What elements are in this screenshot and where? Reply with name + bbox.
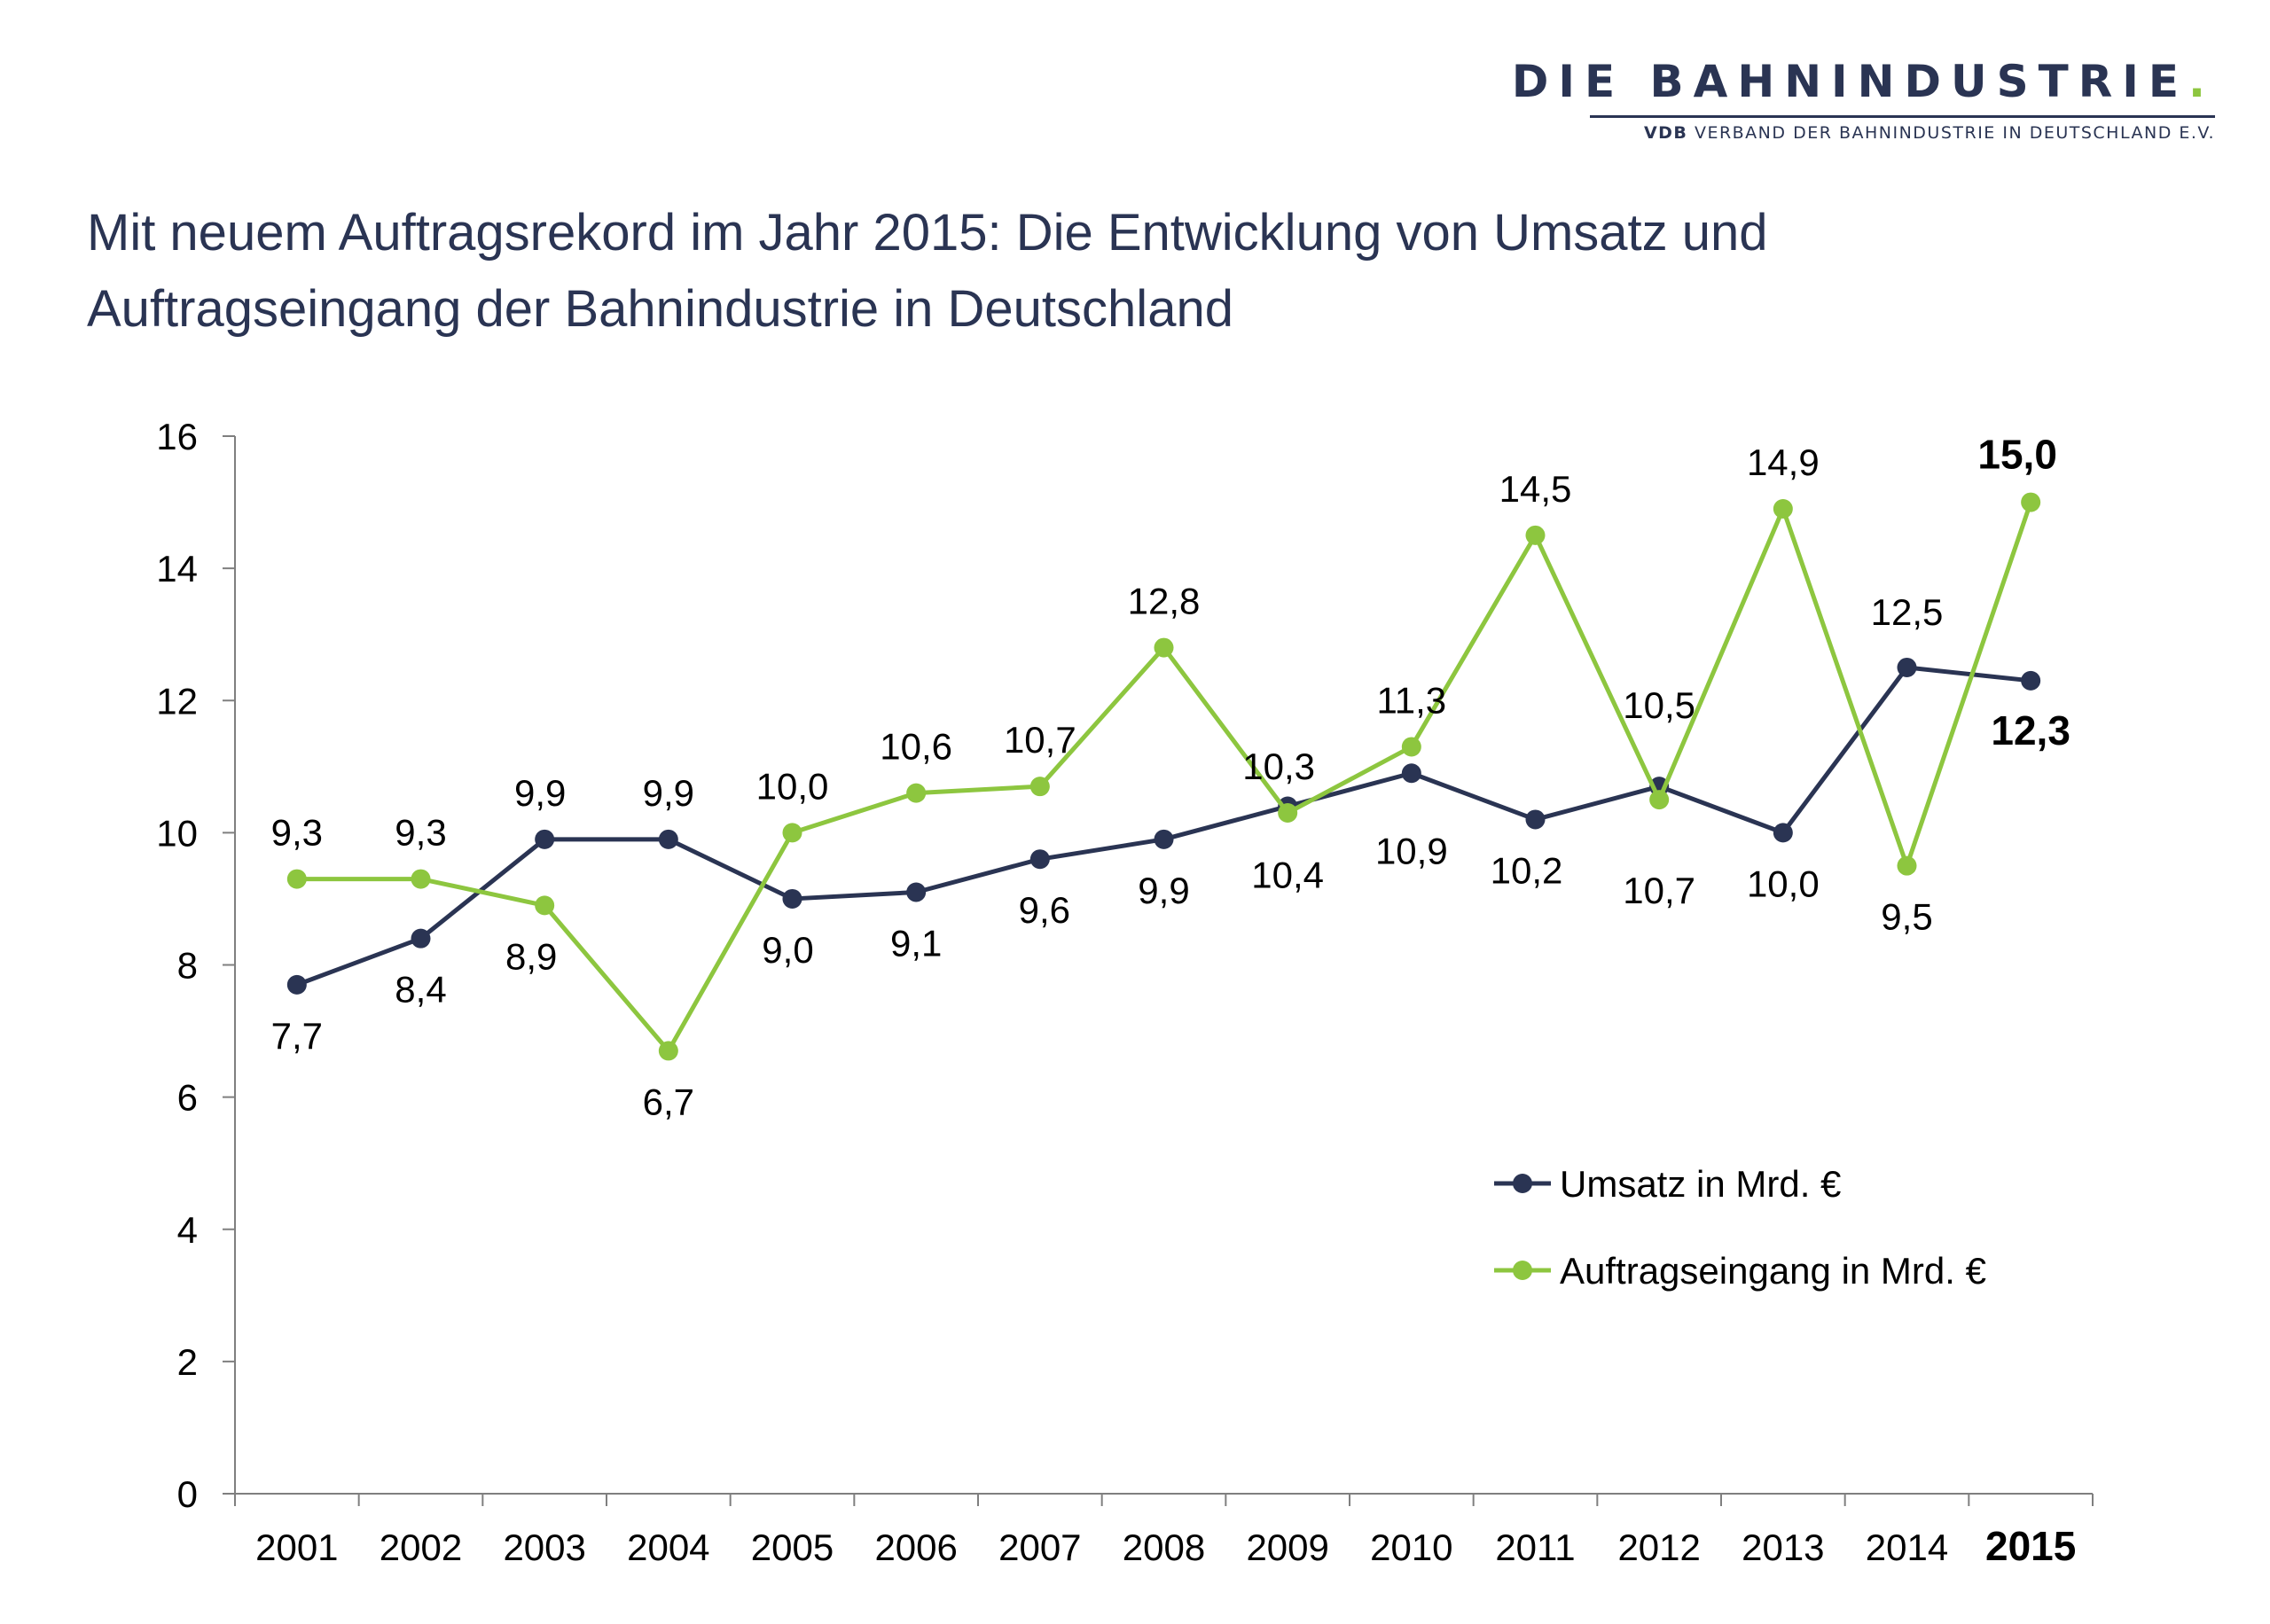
brand-dot: . <box>2188 56 2215 107</box>
legend-item: Umsatz in Mrd. € <box>1494 1163 1841 1205</box>
data-point <box>1401 737 1421 757</box>
x-tick-label: 2011 <box>1495 1526 1575 1568</box>
data-point <box>1773 823 1793 843</box>
data-point <box>782 823 802 843</box>
data-label: 9,6 <box>1019 889 1070 931</box>
x-tick-label: 2004 <box>627 1526 709 1568</box>
legend-marker <box>1513 1261 1532 1280</box>
data-label: 10,6 <box>880 726 952 768</box>
data-label: 12,8 <box>1128 581 1201 622</box>
data-label: 12,5 <box>1871 591 1944 633</box>
data-point <box>1401 763 1421 784</box>
brand-rule <box>1590 115 2215 118</box>
data-label: 9,9 <box>514 772 566 814</box>
data-point <box>906 783 927 803</box>
data-label: 9,3 <box>395 812 446 854</box>
page-title: Mit neuem Auftragsrekord im Jahr 2015: D… <box>87 195 2038 347</box>
y-tick-label: 0 <box>177 1473 198 1515</box>
brand-subtitle: VDB VERBAND DER BAHNINDUSTRIE IN DEUTSCH… <box>1643 123 2215 143</box>
x-tick-label: 2012 <box>1617 1526 1700 1568</box>
data-point <box>1278 803 1298 824</box>
data-label: 10,4 <box>1251 855 1324 896</box>
data-point <box>411 928 431 949</box>
data-label: 12,3 <box>1991 707 2070 753</box>
x-tick-label: 2001 <box>255 1526 338 1568</box>
legend-marker <box>1513 1174 1532 1193</box>
y-tick-label: 12 <box>156 680 198 722</box>
data-label: 10,5 <box>1623 684 1695 726</box>
data-point <box>658 829 678 849</box>
data-point <box>1525 809 1546 830</box>
brand-logo: DIE BAHNINDUSTRIE. VDB VERBAND DER BAHNI… <box>1512 55 2215 143</box>
data-point <box>1029 777 1050 797</box>
data-point <box>535 895 555 916</box>
y-tick-label: 6 <box>177 1077 198 1119</box>
data-point <box>1029 849 1050 870</box>
y-tick-label: 2 <box>177 1341 198 1383</box>
x-tick-label: 2008 <box>1123 1526 1205 1568</box>
x-tick-label: 2014 <box>1866 1526 1948 1568</box>
data-point <box>1154 829 1174 849</box>
y-tick-label: 16 <box>156 416 198 457</box>
data-label: 10,7 <box>1623 870 1695 911</box>
x-tick-label: 2002 <box>380 1526 462 1568</box>
data-label: 10,0 <box>756 765 829 807</box>
data-label: 7,7 <box>271 1015 323 1057</box>
data-label: 10,3 <box>1242 746 1315 787</box>
data-point <box>1897 657 1917 677</box>
data-point <box>411 869 431 889</box>
y-tick-label: 4 <box>177 1209 198 1251</box>
data-point <box>2021 492 2041 512</box>
data-label: 10,9 <box>1375 830 1448 871</box>
y-tick-label: 10 <box>156 812 198 854</box>
title-line-2: Auftragseingang der Bahnindustrie in Deu… <box>87 280 1233 338</box>
data-point <box>1773 499 1793 519</box>
data-label: 9,9 <box>643 772 694 814</box>
legend-label: Auftragseingang in Mrd. € <box>1560 1250 1986 1292</box>
data-point <box>1525 525 1546 545</box>
brand-name: DIE BAHNINDUSTRIE. <box>1511 56 2215 107</box>
data-label: 8,4 <box>395 969 446 1011</box>
x-tick-label: 2010 <box>1370 1526 1452 1568</box>
legend-item: Auftragseingang in Mrd. € <box>1494 1250 1986 1292</box>
data-point <box>906 882 927 902</box>
series-auftragseingang <box>286 492 2041 1061</box>
x-tick-label: 2009 <box>1246 1526 1328 1568</box>
data-point <box>286 869 307 889</box>
data-point <box>1897 855 1917 876</box>
y-tick-label: 14 <box>156 548 198 589</box>
legend-label: Umsatz in Mrd. € <box>1560 1163 1841 1205</box>
x-tick-label: 2015 <box>1985 1523 2076 1569</box>
x-tick-label: 2006 <box>874 1526 957 1568</box>
data-point <box>535 829 555 849</box>
data-label: 9,1 <box>890 922 942 964</box>
data-label: 10,0 <box>1747 863 1820 904</box>
data-label: 9,0 <box>762 929 813 971</box>
title-line-1: Mit neuem Auftragsrekord im Jahr 2015: D… <box>87 204 1768 262</box>
data-point <box>1154 637 1174 658</box>
data-label: 14,5 <box>1499 468 1572 510</box>
data-label: 9,5 <box>1881 896 1932 938</box>
x-tick-label: 2005 <box>751 1526 834 1568</box>
data-point <box>1649 790 1670 810</box>
data-label: 14,9 <box>1747 441 1820 483</box>
series-umsatz <box>286 657 2041 995</box>
data-label: 10,2 <box>1491 849 1563 891</box>
data-point <box>286 974 307 995</box>
y-tick-label: 8 <box>177 945 198 987</box>
data-point <box>658 1041 678 1061</box>
data-label: 9,3 <box>271 812 323 854</box>
x-tick-label: 2007 <box>998 1526 1081 1568</box>
data-point <box>782 888 802 909</box>
x-tick-label: 2013 <box>1742 1526 1824 1568</box>
data-label: 6,7 <box>643 1081 694 1122</box>
data-label: 15,0 <box>1977 432 2057 478</box>
data-label: 8,9 <box>505 935 557 977</box>
data-point <box>2021 670 2041 691</box>
data-label: 9,9 <box>1138 870 1189 911</box>
x-tick-label: 2003 <box>503 1526 585 1568</box>
data-label: 10,7 <box>1004 719 1076 761</box>
data-label: 11,3 <box>1377 679 1447 721</box>
